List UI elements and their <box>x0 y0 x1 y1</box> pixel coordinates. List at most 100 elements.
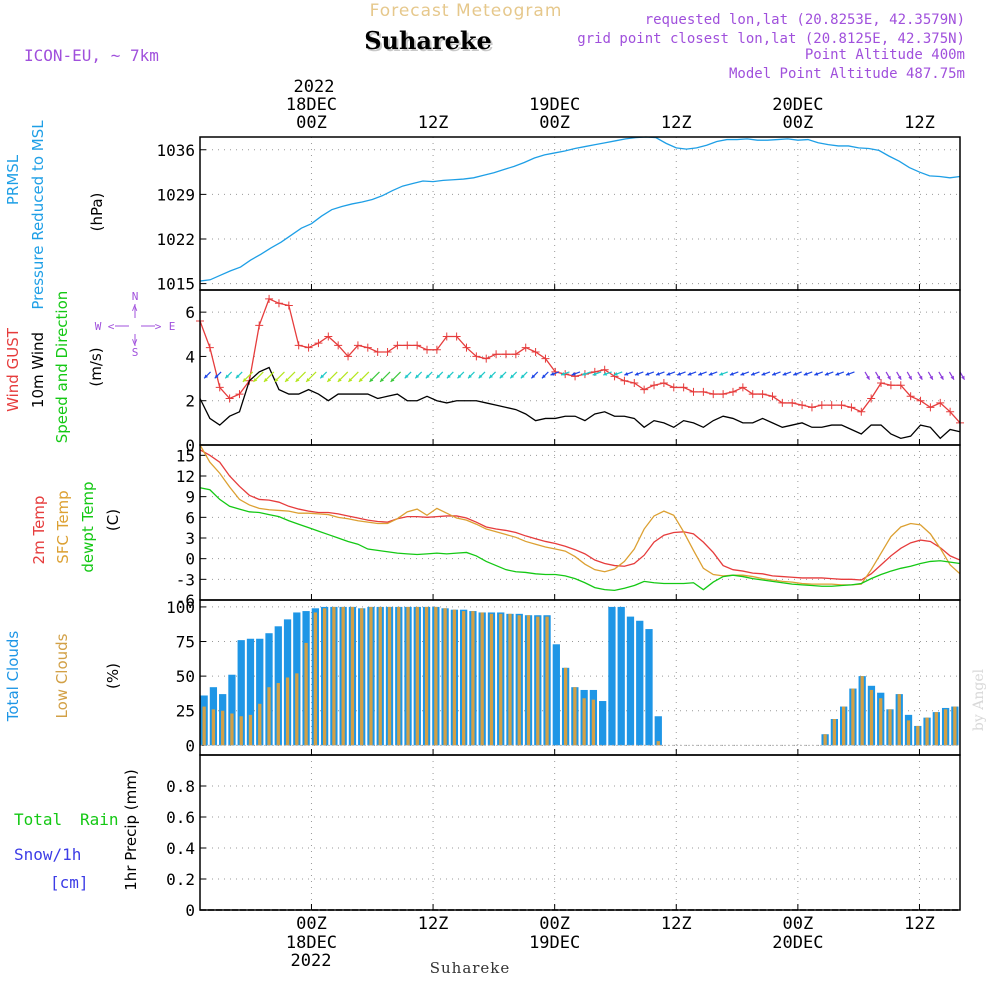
series-line-10m-wind <box>199 366 961 440</box>
compass-e: E <box>169 320 176 333</box>
wind-arrow-head <box>225 374 230 379</box>
low-cloud-bar <box>916 725 920 746</box>
wind-10m-label: 10m Wind <box>29 332 47 408</box>
compass-n: N <box>132 290 139 303</box>
y-tick-label: 6 <box>185 508 195 527</box>
series-line-prmsl <box>199 136 961 282</box>
wind-compass: N S W E < > > < <box>95 290 176 359</box>
low-cloud-bar <box>221 710 225 746</box>
wind-arrow-head <box>634 372 639 376</box>
gust-marker <box>877 379 886 387</box>
wind-arrow-head <box>489 374 494 379</box>
wind-arrow-head <box>793 372 798 376</box>
gust-marker <box>294 341 303 350</box>
gust-marker <box>501 350 510 359</box>
wind-arrow-head <box>866 375 870 380</box>
low-cloud-bar <box>573 687 577 746</box>
model-point-altitude: Model Point Altitude 487.75m <box>729 66 965 82</box>
bottom-year-label: 2022 <box>291 951 332 971</box>
gust-marker <box>817 401 826 410</box>
gust-marker <box>432 345 441 354</box>
gust-marker <box>630 379 639 387</box>
gust-marker <box>709 390 718 399</box>
gust-marker <box>906 392 915 401</box>
model-label: ICON-EU, ~ 7km <box>24 46 159 65</box>
y-tick-label: 3 <box>185 529 195 548</box>
gust-marker <box>857 407 866 416</box>
wind-arrow-head <box>571 372 576 376</box>
low-cloud-bar <box>879 698 883 746</box>
bottom-date-label: 20DEC <box>772 933 823 953</box>
wind-arrow-head <box>235 374 240 379</box>
svg-text:>: > <box>155 320 162 333</box>
precip-legend-snow-unit: [cm] <box>50 873 89 892</box>
gust-marker <box>798 401 807 410</box>
wind-arrow-head <box>369 377 374 382</box>
bottom-date-label: 19DEC <box>529 933 580 953</box>
wind-arrow-head <box>478 374 483 379</box>
chart-panels: 10151022102910360246-6-30369121502550751… <box>156 136 966 920</box>
gust-marker <box>650 381 659 390</box>
wind-arrow-head <box>655 372 660 376</box>
bottom-time-tick-label: 12Z <box>418 914 449 934</box>
cloud-unit: (%) <box>104 663 122 689</box>
y-tick-label: -3 <box>176 570 195 589</box>
panel-precipitation: 0 0.2 0.4 0.6 0.8 <box>166 754 961 920</box>
wind-arrow-head <box>698 372 703 376</box>
low-cloud-bar <box>888 709 892 746</box>
low-cloud-bar <box>202 706 206 746</box>
y-tick-label: 1015 <box>156 275 195 294</box>
low-cloud-bar <box>322 608 327 746</box>
panel-frame <box>199 444 961 601</box>
total-cloud-bar <box>599 701 607 746</box>
top-time-tick-label: 00Z <box>539 113 570 133</box>
low-cloud-bar <box>906 720 911 746</box>
gust-marker <box>531 348 540 356</box>
y-tick-label: 0 <box>185 436 195 455</box>
wind-arrow-head <box>666 372 671 376</box>
total-cloud-bar <box>617 606 625 746</box>
y-tick-label: 0 <box>185 736 195 755</box>
series-line-2m-temp <box>199 449 961 581</box>
gust-marker <box>403 341 412 350</box>
low-cloud-bar <box>526 615 531 746</box>
bottom-location: Suhareke <box>430 959 511 977</box>
low-cloud-bar <box>953 706 957 746</box>
legend-labels: PRMSL Pressure Reduced to MSL (hPa) Wind… <box>4 120 140 892</box>
wind-arrow-head <box>457 374 462 379</box>
y-tick-label: 0.4 <box>166 839 195 858</box>
gust-marker <box>610 372 619 381</box>
series-line-sfc-temp <box>199 444 961 586</box>
low-cloud-bar <box>869 689 874 746</box>
total-cloud-label: Total Clouds <box>4 631 22 723</box>
wind-arrow-head <box>285 377 289 382</box>
wind-arrow-head <box>603 372 608 376</box>
wind-arrow-head <box>295 377 300 382</box>
gust-marker <box>699 387 708 396</box>
wind-arrow-head <box>560 372 565 376</box>
wind-arrow-head <box>950 375 954 380</box>
low-cloud-bar <box>434 606 438 746</box>
precip-legend-rain: Rain <box>80 810 119 829</box>
wind-arrow-head <box>772 372 777 376</box>
low-cloud-bar <box>508 613 512 746</box>
point-altitude: Point Altitude 400m <box>805 47 965 63</box>
wind-arrow-head <box>274 377 279 382</box>
panel-frame <box>199 136 961 291</box>
total-cloud-bar <box>608 606 616 746</box>
low-cloud-bar <box>378 606 382 746</box>
low-cloud-bar <box>239 716 243 746</box>
wind-arrow-head <box>887 375 891 380</box>
low-cloud-bar <box>563 667 568 746</box>
y-tick-label: 12 <box>176 467 195 486</box>
gust-marker <box>827 401 836 410</box>
gust-marker <box>541 354 550 363</box>
wind-arrow-head <box>263 377 268 382</box>
low-cloud-bar <box>545 616 549 746</box>
low-cloud-bar <box>897 694 901 746</box>
wind-arrow-head <box>918 375 923 380</box>
low-cloud-bar <box>369 606 373 746</box>
gust-marker <box>867 394 876 403</box>
y-tick-label: 25 <box>176 702 195 721</box>
total-cloud-bar <box>645 629 653 746</box>
